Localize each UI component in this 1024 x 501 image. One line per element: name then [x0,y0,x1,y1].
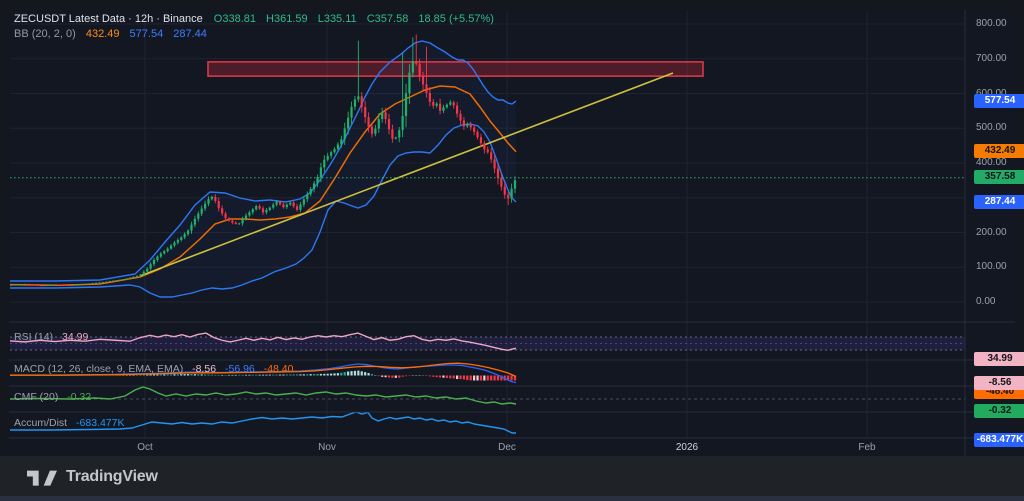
bb-lower-value: 287.44 [173,28,207,40]
tradingview-logo[interactable]: TradingView [27,467,158,486]
ohlc-open: O338.81 [213,13,256,25]
price-badge-577.54: 577.54 [974,93,1024,108]
price-tick-100.00: 100.00 [976,261,1007,273]
symbol-title[interactable]: ZECUSDT Latest Data · 12h · Binance [14,13,203,25]
macd-signal-value: -48.40 [263,363,294,375]
time-tick-Feb: Feb [858,442,876,453]
time-axis[interactable]: Oct Nov Dec 2026 Feb [0,438,1024,456]
bb-upper-value: 577.54 [129,28,164,40]
macd-line-value: -56.96 [225,363,255,375]
price-badge-287.44: 287.44 [974,194,1024,209]
indicator-badge-rsi: 34.99 [974,352,1024,366]
trendline [139,72,674,277]
bottom-strip [0,496,1024,501]
accum-dist-label[interactable]: Accum/Dist [14,417,68,429]
time-tick-Oct: Oct [137,442,153,453]
accum-dist-value: -683.477K [76,417,125,429]
cmf-line [9,386,517,405]
tradingview-brand-text: TradingView [66,467,158,485]
price-tick-0.00: 0.00 [976,296,996,307]
price-tick-500.00: 500.00 [976,122,1007,134]
bollinger-upper-line [10,40,517,282]
chart-widget[interactable]: ZECUSDT Latest Data · 12h · Binance O338… [9,10,1024,456]
ohlc-change: 18.85 (+5.57%) [418,13,494,25]
resistance-zone [207,61,704,77]
symbol-legend[interactable]: ZECUSDT Latest Data · 12h · Binance O338… [14,12,501,42]
bb-label[interactable]: BB (20, 2, 0) [14,28,76,40]
price-tick-200.00: 200.00 [976,226,1007,238]
rsi-legend[interactable]: RSI (14) 34.99 [14,331,88,343]
price-tick-700.00: 700.00 [976,52,1007,64]
macd-legend[interactable]: MACD (12, 26, close, 9, EMA, EMA) -8.56 … [14,363,293,375]
price-badge-432.49: 432.49 [974,144,1024,159]
macd-label[interactable]: MACD (12, 26, close, 9, EMA, EMA) [14,363,184,375]
time-tick-2026: 2026 [675,442,699,453]
rsi-label[interactable]: RSI (14) [14,331,54,343]
time-tick-Dec: Dec [498,442,516,453]
macd-signal-line [10,362,517,378]
accum-dist-line [10,412,516,434]
symbol-ohlc-row[interactable]: ZECUSDT Latest Data · 12h · Binance O338… [14,12,501,27]
cmf-pane [9,386,965,405]
main-pane [9,34,965,298]
rsi-band-fill [10,337,965,350]
indicator-badge-cmf: -0.32 [974,404,1024,418]
bb-indicator-row[interactable]: BB (20, 2, 0) 432.49 577.54 287.44 [14,27,501,42]
accum-dist-pane [10,412,516,434]
price-tick-800.00: 800.00 [976,18,1007,29]
ohlc-high: H361.59 [266,13,308,25]
macd-hist-value: -8.56 [192,363,217,375]
time-tick-Nov: Nov [318,442,336,453]
price-tick-600.00: 600.00 [976,88,1007,99]
rsi-pane [9,332,965,352]
footer-bar: TradingView [0,456,1024,501]
bollinger-fill [10,41,516,297]
tradingview-icon [27,470,57,486]
bb-basis-value: 432.49 [85,28,120,40]
indicator-badge-macd-hist: -8.56 [974,376,1024,390]
rsi-value: 34.99 [62,331,89,343]
chart-canvas[interactable] [0,0,1024,456]
grid [10,10,965,438]
accum-dist-legend[interactable]: Accum/Dist -683.477K [14,417,124,429]
pane-separators [9,321,1015,413]
axis-borders [9,10,1015,456]
ohlc-close: C357.58 [366,13,409,25]
cmf-legend[interactable]: CMF (20) -0.32 [14,391,91,403]
price-tick-400.00: 400.00 [976,157,1007,168]
cmf-value: -0.32 [67,391,92,403]
ohlc-low: L335.11 [317,13,357,25]
macd-pane [9,362,517,384]
bollinger-lower-line [10,123,517,298]
candlestick-series [9,34,517,287]
price-axis[interactable]: 800.00 700.00 600.00 500.00 400.00 200.00 100.… [965,0,1024,456]
indicator-badge-ad: -683.477K [974,433,1024,447]
price-badge-357.58: 357.58 [974,170,1024,185]
cmf-label[interactable]: CMF (20) [14,391,59,403]
rsi-line [9,332,517,352]
bollinger-basis-line [9,85,517,287]
